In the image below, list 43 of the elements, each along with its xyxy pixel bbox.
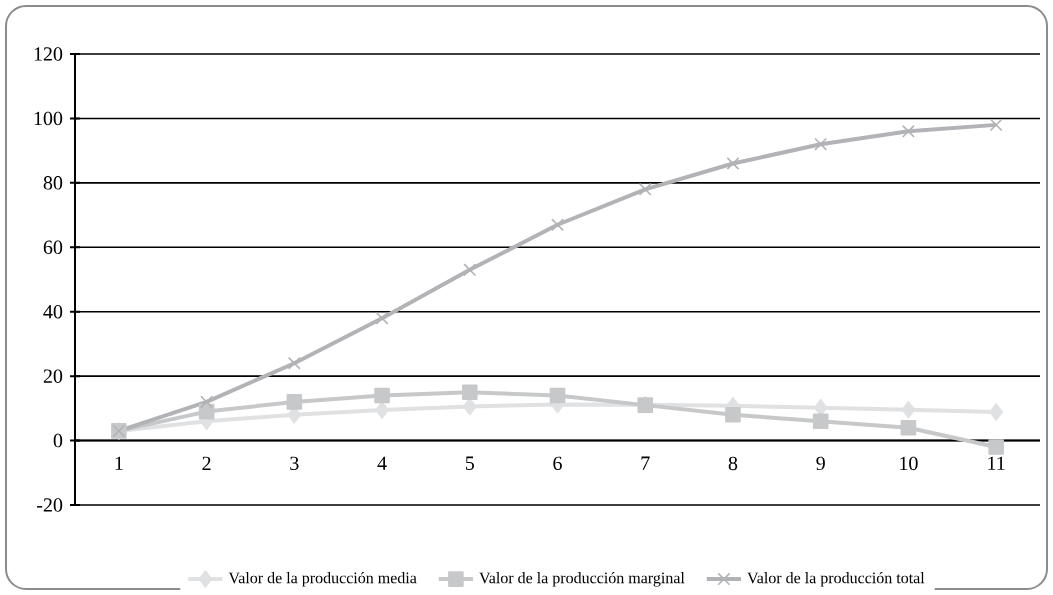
point: [989, 118, 1003, 132]
x-tick-label: 3: [290, 456, 299, 471]
x-tick-label: 6: [553, 456, 562, 471]
point: [638, 182, 652, 196]
point: [726, 157, 740, 170]
y-tick-label: -20: [37, 498, 63, 512]
x-tick-label: 8: [728, 456, 738, 471]
point: [375, 311, 389, 325]
point: [812, 413, 829, 430]
point: [463, 263, 477, 277]
point: [375, 401, 389, 419]
y-tick-label: 60: [43, 240, 63, 255]
point: [461, 384, 478, 401]
point: [374, 387, 390, 404]
point: [200, 395, 214, 409]
legend-label: Valor de la producción media: [228, 572, 417, 587]
point: [901, 400, 916, 419]
y-tick-label: 80: [43, 176, 63, 190]
y-tick-label: 0: [53, 433, 63, 448]
point: [286, 394, 303, 410]
point: [725, 407, 741, 423]
y-tick-label: 120: [34, 47, 63, 61]
point: [549, 387, 566, 404]
x-tick-label: 11: [988, 456, 1005, 470]
point: [814, 137, 828, 151]
x-tick-label: 4: [377, 456, 387, 470]
x-tick-label: 9: [816, 456, 825, 471]
point: [989, 403, 1003, 421]
point: [551, 218, 564, 232]
y-tick-label: 40: [43, 304, 63, 319]
point: [900, 419, 917, 436]
x-tick-label: 1: [115, 456, 123, 470]
point: [901, 124, 915, 138]
x-tick-label: 10: [900, 456, 918, 471]
x-tick-label: 2: [202, 456, 211, 470]
x-tick-label: 7: [641, 456, 650, 470]
x-tick-label: 5: [465, 456, 474, 470]
y-tick-label: 100: [34, 111, 63, 126]
legend-label: Valor de la producción total: [747, 572, 925, 587]
point: [287, 356, 301, 370]
legend-label: Valor de la producción marginal: [479, 572, 685, 587]
y-tick-label: 20: [43, 369, 63, 383]
point: [988, 439, 1004, 455]
